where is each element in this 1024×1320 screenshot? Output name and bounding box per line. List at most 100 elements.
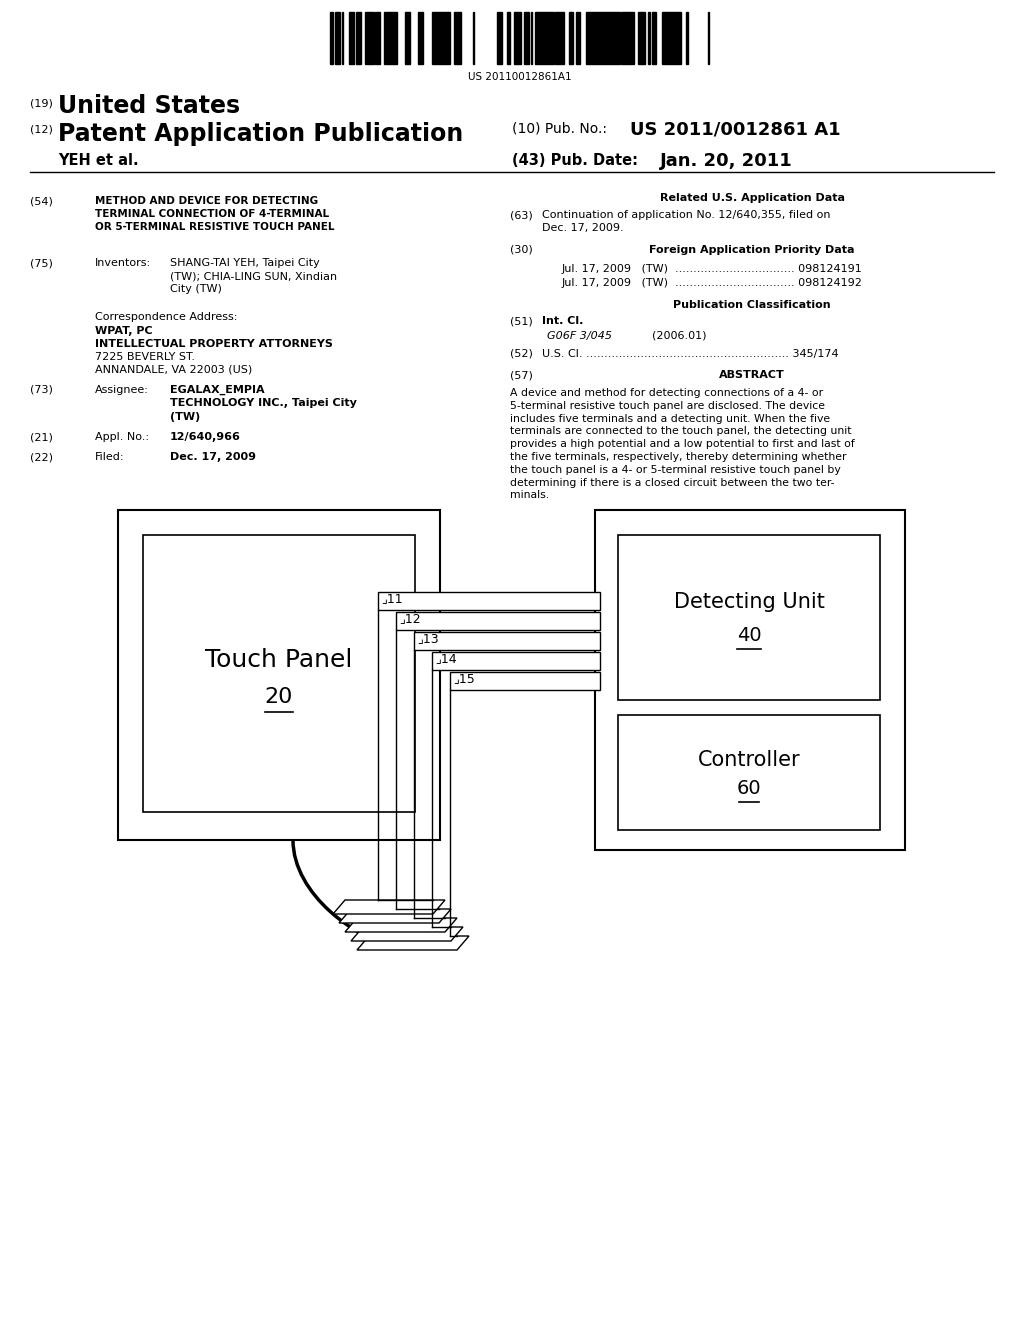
Text: 60: 60 <box>736 779 761 799</box>
Text: SHANG-TAI YEH, Taipei City
(TW); CHIA-LING SUN, Xindian
City (TW): SHANG-TAI YEH, Taipei City (TW); CHIA-LI… <box>170 257 337 294</box>
Text: Int. Cl.: Int. Cl. <box>542 315 584 326</box>
Text: US 20110012861A1: US 20110012861A1 <box>468 73 571 82</box>
Bar <box>432 12 434 63</box>
Text: ⌟15: ⌟15 <box>453 672 475 685</box>
Text: Continuation of application No. 12/640,355, filed on
Dec. 17, 2009.: Continuation of application No. 12/640,3… <box>542 210 830 234</box>
Text: YEH et al.: YEH et al. <box>58 153 138 168</box>
Bar <box>375 12 380 63</box>
Bar <box>455 12 458 63</box>
Bar <box>667 12 669 63</box>
Bar <box>596 12 598 63</box>
Text: Foreign Application Priority Data: Foreign Application Priority Data <box>649 246 855 255</box>
Text: Touch Panel: Touch Panel <box>206 648 352 672</box>
Text: (51): (51) <box>510 315 532 326</box>
Text: ⌟12: ⌟12 <box>399 612 421 624</box>
Bar <box>418 12 423 63</box>
Text: United States: United States <box>58 94 240 117</box>
Text: 12/640,966: 12/640,966 <box>170 432 241 442</box>
Bar <box>143 535 415 812</box>
Polygon shape <box>333 900 445 913</box>
Text: Filed:: Filed: <box>95 451 125 462</box>
Bar <box>629 12 634 63</box>
Text: Patent Application Publication: Patent Application Publication <box>58 121 463 147</box>
Text: (63): (63) <box>510 210 532 220</box>
Text: ⌟13: ⌟13 <box>417 632 438 645</box>
Bar <box>449 12 450 63</box>
Text: (2006.01): (2006.01) <box>652 331 707 341</box>
Bar <box>371 12 374 63</box>
Text: (12): (12) <box>30 125 53 135</box>
Bar <box>524 12 529 63</box>
Text: (22): (22) <box>30 451 53 462</box>
Bar <box>648 12 650 63</box>
Bar <box>674 12 678 63</box>
Bar <box>406 12 407 63</box>
Bar <box>669 12 674 63</box>
Bar <box>555 12 559 63</box>
Bar <box>330 12 333 63</box>
Text: 40: 40 <box>736 626 761 645</box>
Bar <box>446 12 449 63</box>
Text: Jul. 17, 2009   (TW)  ................................. 098124191: Jul. 17, 2009 (TW) .....................… <box>562 264 863 275</box>
Bar <box>595 510 905 850</box>
Text: Appl. No.:: Appl. No.: <box>95 432 150 442</box>
Bar <box>441 12 446 63</box>
Bar <box>458 12 461 63</box>
Text: (21): (21) <box>30 432 53 442</box>
Bar <box>365 12 369 63</box>
Bar <box>678 12 681 63</box>
Text: Jan. 20, 2011: Jan. 20, 2011 <box>660 152 793 170</box>
Bar <box>396 612 600 630</box>
Text: A device and method for detecting connections of a 4- or
5-terminal resistive to: A device and method for detecting connec… <box>510 388 855 500</box>
Bar <box>549 12 554 63</box>
Bar <box>608 12 611 63</box>
Bar <box>541 12 546 63</box>
Text: (43) Pub. Date:: (43) Pub. Date: <box>512 153 638 168</box>
Bar <box>450 672 600 690</box>
Text: ANNANDALE, VA 22003 (US): ANNANDALE, VA 22003 (US) <box>95 366 252 375</box>
Polygon shape <box>351 927 463 941</box>
Bar <box>432 652 600 671</box>
Text: Assignee:: Assignee: <box>95 385 148 395</box>
Text: METHOD AND DEVICE FOR DETECTING
TERMINAL CONNECTION OF 4-TERMINAL
OR 5-TERMINAL : METHOD AND DEVICE FOR DETECTING TERMINAL… <box>95 195 335 232</box>
Polygon shape <box>357 936 469 950</box>
Bar <box>378 591 600 610</box>
Text: (54): (54) <box>30 195 53 206</box>
Bar <box>434 12 437 63</box>
Bar <box>593 12 596 63</box>
Bar <box>586 12 590 63</box>
Text: Dec. 17, 2009: Dec. 17, 2009 <box>170 451 256 462</box>
Bar <box>590 12 592 63</box>
Bar <box>414 632 600 649</box>
Text: G06F 3/045: G06F 3/045 <box>547 331 612 341</box>
Bar <box>535 12 539 63</box>
Text: ⌟14: ⌟14 <box>435 652 457 665</box>
Text: Jul. 17, 2009   (TW)  ................................. 098124192: Jul. 17, 2009 (TW) .....................… <box>562 279 863 288</box>
Bar <box>570 12 572 63</box>
Bar <box>654 12 656 63</box>
Text: WPAT, PC: WPAT, PC <box>95 326 153 337</box>
Bar <box>539 12 541 63</box>
Text: Inventors:: Inventors: <box>95 257 152 268</box>
Text: ABSTRACT: ABSTRACT <box>719 370 784 380</box>
Bar <box>356 12 361 63</box>
Bar <box>369 12 371 63</box>
Bar <box>618 535 880 700</box>
Bar <box>335 12 338 63</box>
Bar <box>384 12 388 63</box>
Bar <box>638 12 642 63</box>
Text: EGALAX_EMPIA
TECHNOLOGY INC., Taipei City
(TW): EGALAX_EMPIA TECHNOLOGY INC., Taipei Cit… <box>170 385 357 421</box>
Bar <box>642 12 645 63</box>
Bar <box>389 12 392 63</box>
Bar <box>546 12 549 63</box>
Bar <box>662 12 667 63</box>
Bar <box>611 12 616 63</box>
Text: (19): (19) <box>30 98 53 108</box>
Text: (52): (52) <box>510 348 532 359</box>
Text: US 2011/0012861 A1: US 2011/0012861 A1 <box>630 121 841 139</box>
Text: ⌟11: ⌟11 <box>381 591 402 605</box>
Bar <box>621 12 623 63</box>
Bar <box>517 12 521 63</box>
Bar <box>497 12 502 63</box>
Bar <box>598 12 601 63</box>
